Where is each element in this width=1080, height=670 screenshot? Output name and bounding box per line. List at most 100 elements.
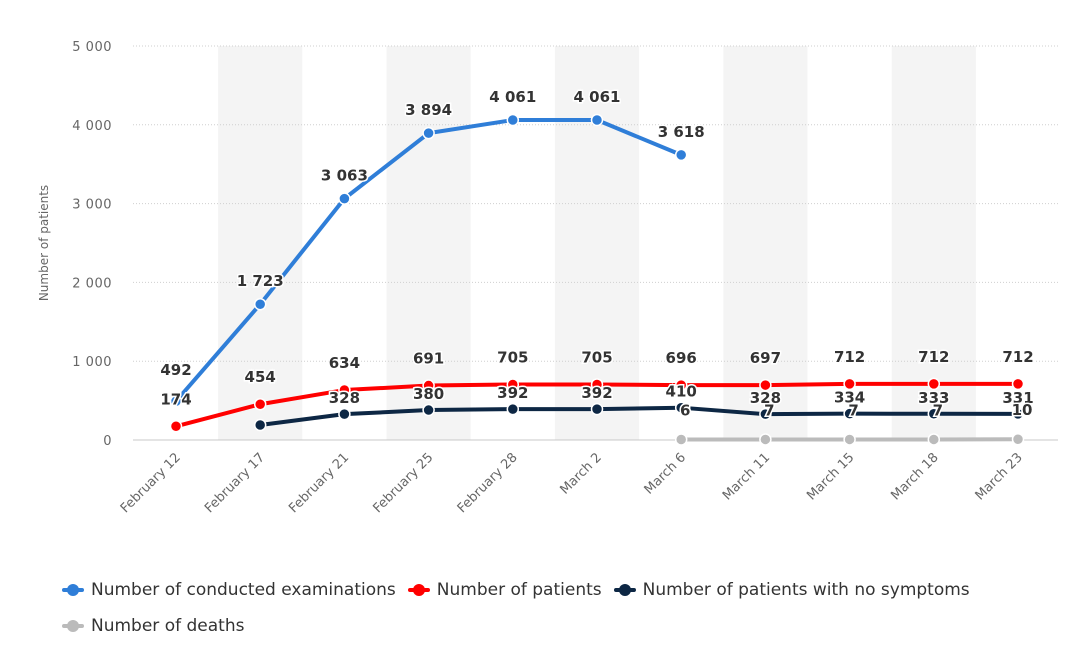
data-label: 7 [848,401,858,419]
data-point [843,407,856,420]
data-point [422,403,435,417]
data-label: 691 [413,350,444,368]
data-label: 1 723 [237,272,284,290]
legend-item-no-symptoms[interactable]: Number of patients with no symptoms [613,580,970,600]
data-label: 410 [666,383,697,401]
legend-item-deaths[interactable]: Number of deaths [62,616,244,636]
y-tick-label: 2 000 [72,276,112,291]
data-label: 492 [160,361,191,379]
legend: Number of conducted examinations Number … [62,578,1062,650]
data-label: 331 [1002,389,1033,407]
column-band [723,46,808,440]
data-point [253,297,267,311]
data-point [590,402,604,416]
legend-label: Number of patients with no symptoms [642,580,970,600]
data-point [843,377,856,391]
legend-swatch-icon [62,583,84,597]
legend-label: Number of conducted examinations [91,580,396,600]
data-label: 328 [329,389,360,407]
data-label: 454 [245,368,276,386]
data-point [1011,377,1025,391]
data-label: 4 061 [489,88,536,106]
x-tick-label: March 18 [888,450,941,503]
data-label: 712 [834,348,865,366]
y-axis-label: Number of patients [37,185,51,301]
data-label: 174 [160,390,191,408]
data-label: 328 [750,389,781,407]
data-point [506,378,520,391]
x-tick-label: March 2 [557,450,604,497]
data-label: 333 [918,389,949,407]
legend-swatch-icon [407,583,430,597]
data-point [253,418,267,432]
data-point [674,148,688,162]
legend-swatch-icon [62,619,84,633]
y-tick-label: 1 000 [72,355,112,370]
data-labels: 492 1 723 3 063 3 894 4 061 4 061 3 618 174 454 6… [159,86,1035,421]
data-label: 3 063 [321,167,368,185]
data-point [927,407,941,421]
alternating-column-bands [218,46,976,440]
x-tick-label: February 28 [455,450,521,516]
data-label: 392 [497,384,528,402]
data-label: 6 [680,402,690,420]
data-point [927,433,941,446]
legend-swatch-icon [613,583,636,597]
data-point [674,378,688,392]
data-label: 705 [581,348,612,366]
x-tick-label: February 25 [370,450,436,516]
x-tick-label: February 12 [118,450,184,516]
data-label: 334 [834,389,865,407]
data-point [253,397,267,411]
data-point [1011,407,1025,421]
legend-label: Number of deaths [91,616,245,636]
column-band [218,46,303,440]
data-point [422,126,435,140]
data-label: 4 061 [574,88,621,106]
line-chart: 0 1 000 2 000 3 000 4 000 5 000 Number of pat… [37,40,1058,516]
data-point [590,378,604,391]
data-point [422,379,435,392]
data-point [1011,432,1025,446]
x-tick-label: March 11 [720,450,773,503]
data-point [674,401,688,414]
series-line [258,405,1020,428]
data-point [674,433,688,446]
x-axis-tick-labels: February 12 February 17 February 21 Februar… [118,450,1026,516]
legend-label: Number of patients [436,580,602,600]
data-point [759,378,772,392]
data-label: 712 [1002,348,1033,366]
data-point [338,407,351,421]
data-point [759,407,772,421]
column-band [386,46,471,440]
data-label: 697 [750,349,781,367]
data-point [506,402,520,416]
y-tick-label: 3 000 [72,198,112,213]
data-label: 712 [918,348,949,366]
data-point [590,113,604,127]
data-label: 392 [581,384,612,402]
y-axis-tick-labels: 0 1 000 2 000 3 000 4 000 5 000 [72,40,112,449]
legend-item-patients[interactable]: Number of patients [407,580,602,600]
data-label: 696 [666,349,697,367]
data-label: 3 618 [658,123,705,141]
data-label: 7 [764,401,774,419]
y-tick-label: 0 [103,434,112,449]
x-tick-label: March 15 [804,450,857,503]
data-point [927,377,941,391]
data-point [506,113,520,127]
data-point [843,433,856,446]
data-point [169,394,183,408]
data-label: 7 [933,401,943,419]
data-label: 705 [497,348,528,366]
y-tick-label: 4 000 [72,119,112,134]
y-tick-label: 5 000 [72,40,112,55]
x-tick-label: March 23 [973,450,1026,503]
data-point [169,420,183,433]
legend-item-examinations[interactable]: Number of conducted examinations [62,580,396,600]
data-point [759,433,772,446]
data-point [338,383,351,397]
data-point [338,192,351,205]
series-group [169,113,1025,446]
column-band [891,46,976,440]
